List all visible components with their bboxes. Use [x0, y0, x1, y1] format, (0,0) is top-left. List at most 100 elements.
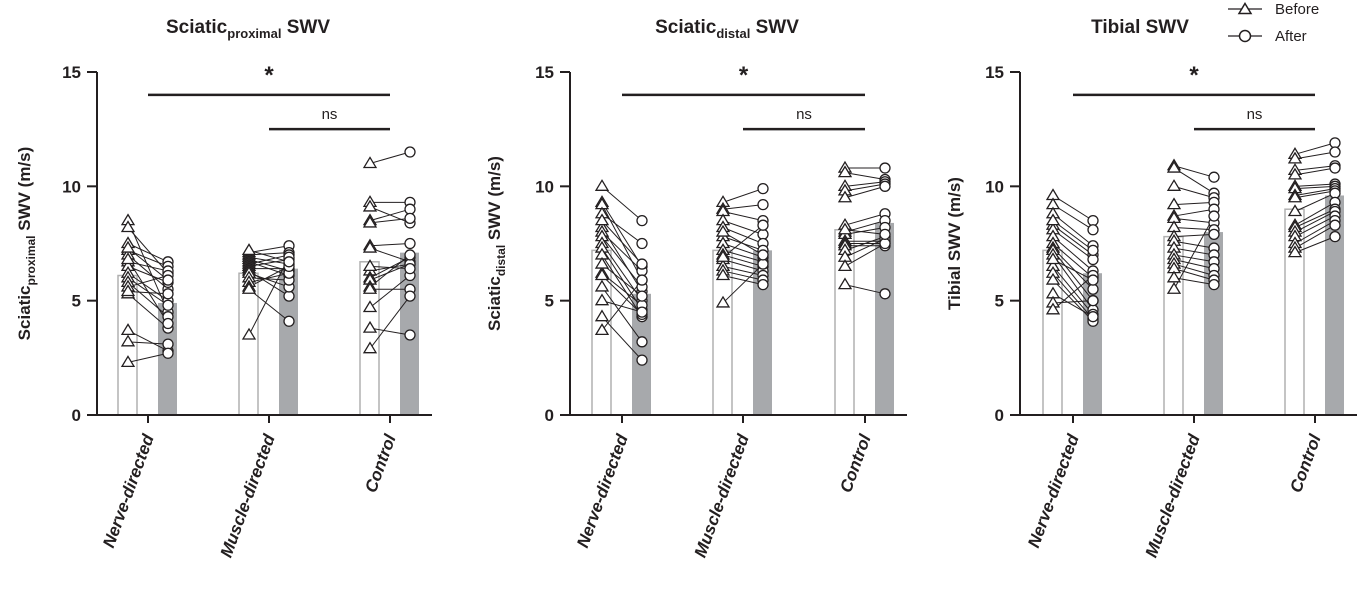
point-after [162, 274, 174, 286]
point-after [1208, 171, 1220, 183]
point-after [636, 214, 648, 227]
chart-panel-3: Tibial SWV Tibial SWV (m/s) 0 5 10 15 Nerve-di… [945, 17, 1357, 560]
point-after [636, 237, 648, 250]
bar-after [632, 293, 651, 415]
subject-pair-line [1052, 220, 1094, 251]
subject-pair-line [127, 254, 169, 290]
point-before [1287, 151, 1303, 164]
subject-pair-line [1052, 250, 1094, 301]
point-before [241, 243, 257, 256]
subject-pair-line [1173, 208, 1215, 217]
point-after [1087, 295, 1099, 307]
point-before [1166, 270, 1182, 283]
subject-pair-line [127, 259, 169, 324]
point-before [362, 156, 378, 169]
point-before [120, 284, 136, 297]
subject-pair-line [1173, 247, 1215, 256]
subject-pair-line [248, 277, 290, 281]
x-tick-label: Nerve-directed [573, 431, 632, 550]
x-tick-label: Control [361, 431, 400, 495]
point-after [879, 180, 891, 192]
subject-pair-line [1294, 188, 1336, 196]
subject-pair-line [1173, 201, 1215, 206]
point-after [636, 306, 648, 318]
point-before [362, 215, 378, 228]
point-before [594, 179, 610, 191]
y-axis-label-tail: SWV (m/s) [15, 147, 34, 236]
subject-pair-line [1052, 259, 1094, 281]
point-before [120, 355, 136, 368]
subject-pair-line [1294, 236, 1336, 254]
bar-after [279, 268, 298, 415]
legend-before-label: Before [1275, 1, 1319, 18]
subject-pair-line [844, 213, 886, 226]
x-tick-label: Nerve-directed [99, 431, 158, 550]
point-before [1045, 272, 1061, 285]
subject-pair-line [1294, 142, 1336, 155]
subject-pair-line [1052, 224, 1094, 256]
y-tick-label: 10 [985, 177, 1004, 196]
point-before [241, 281, 257, 294]
y-tick-label: 5 [72, 292, 81, 311]
subject-pair-line [844, 284, 886, 295]
point-after [404, 329, 416, 341]
point-after [757, 249, 769, 261]
point-after [1208, 279, 1220, 291]
subject-pair-line [844, 172, 886, 180]
subject-pair-line [369, 275, 411, 308]
point-before [715, 249, 731, 262]
chart-title-main: Sciatic [655, 17, 717, 38]
subject-pair-line [601, 263, 643, 297]
point-before [362, 240, 378, 253]
subject-pair-line [1173, 226, 1215, 231]
chart-title: Sciaticproximal SWV [166, 17, 330, 41]
legend: Before After [1228, 1, 1319, 45]
y-axis-label-subscript: proximal [24, 235, 38, 285]
point-before [120, 323, 136, 336]
subject-pair-line [1173, 277, 1215, 286]
y-tick-label: 10 [535, 177, 554, 196]
subject-pair-line [601, 254, 643, 317]
point-after [1087, 244, 1099, 257]
point-after [404, 263, 416, 275]
subject-pair-line [127, 291, 169, 295]
subject-pair-line [1173, 254, 1215, 263]
point-after [1329, 219, 1341, 231]
subject-pair-line [722, 220, 764, 235]
point-before [120, 220, 136, 233]
point-before [594, 309, 610, 322]
subject-pair-line [1294, 165, 1336, 171]
point-before [362, 259, 378, 272]
point-after [404, 237, 416, 250]
point-before [594, 256, 610, 269]
subject-pair-line [601, 275, 643, 315]
y-tick-label: 0 [72, 406, 81, 425]
subject-pair-line [1052, 272, 1094, 320]
point-before [837, 190, 853, 203]
subject-pair-line [1052, 300, 1094, 304]
subject-pair-line [722, 210, 764, 222]
point-after [1087, 224, 1099, 236]
point-after [1208, 210, 1220, 222]
point-before [594, 293, 610, 306]
point-before [120, 252, 136, 265]
point-before [362, 199, 378, 212]
y-axis-label-main: Tibial SWV (m/s) [945, 177, 964, 310]
y-tick-label: 0 [545, 406, 554, 425]
chart-title-subscript: proximal [227, 26, 281, 41]
subject-pair-line [601, 286, 643, 343]
subject-pair-line [1294, 151, 1336, 160]
y-axis-label-main: Sciatic [15, 286, 34, 341]
x-tick-label: Muscle-directed [691, 431, 753, 560]
point-after [283, 315, 295, 327]
subject-pair-line [601, 231, 643, 272]
point-after [1329, 162, 1341, 174]
subject-pair-line [1052, 275, 1094, 311]
subject-pair-line [1052, 236, 1094, 272]
subject-pair-line [369, 243, 411, 247]
subject-pair-line [369, 254, 411, 288]
point-before [837, 259, 853, 272]
